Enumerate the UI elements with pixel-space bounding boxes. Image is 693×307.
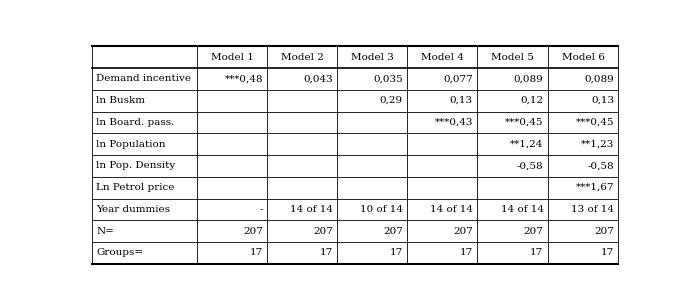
Text: Model 3: Model 3	[351, 53, 394, 62]
Text: 207: 207	[594, 227, 614, 236]
Text: ***0,43: ***0,43	[435, 118, 473, 127]
Text: 0,089: 0,089	[514, 74, 543, 84]
Text: 17: 17	[459, 248, 473, 257]
Text: 14 of 14: 14 of 14	[430, 205, 473, 214]
Text: Model 4: Model 4	[421, 53, 464, 62]
Text: -0,58: -0,58	[517, 161, 543, 170]
Text: 207: 207	[524, 227, 543, 236]
Text: Ln Petrol price: Ln Petrol price	[96, 183, 175, 192]
Text: Model 6: Model 6	[561, 53, 604, 62]
Text: ln Pop. Density: ln Pop. Density	[96, 161, 175, 170]
Text: ln Board. pass.: ln Board. pass.	[96, 118, 175, 127]
Text: 14 of 14: 14 of 14	[500, 205, 543, 214]
Text: **1,23: **1,23	[581, 140, 614, 149]
Text: **1,24: **1,24	[510, 140, 543, 149]
Text: Model 5: Model 5	[491, 53, 534, 62]
Text: Groups=: Groups=	[96, 248, 143, 257]
Text: Demand incentive: Demand incentive	[96, 74, 191, 84]
Text: 0,089: 0,089	[584, 74, 614, 84]
Text: 207: 207	[383, 227, 403, 236]
Text: 10 of 14: 10 of 14	[360, 205, 403, 214]
Text: 17: 17	[530, 248, 543, 257]
Text: -: -	[259, 205, 263, 214]
Text: ln Population: ln Population	[96, 140, 166, 149]
Text: 0,12: 0,12	[520, 96, 543, 105]
Text: 207: 207	[313, 227, 333, 236]
Text: ***1,67: ***1,67	[575, 183, 614, 192]
Text: ***0,48: ***0,48	[225, 74, 263, 84]
Text: 0,13: 0,13	[591, 96, 614, 105]
Text: 17: 17	[389, 248, 403, 257]
Text: 13 of 14: 13 of 14	[571, 205, 614, 214]
Text: 17: 17	[319, 248, 333, 257]
Text: 0,043: 0,043	[304, 74, 333, 84]
Text: 207: 207	[243, 227, 263, 236]
Text: 14 of 14: 14 of 14	[290, 205, 333, 214]
Text: ***0,45: ***0,45	[575, 118, 614, 127]
Text: 0,035: 0,035	[374, 74, 403, 84]
Text: Model 1: Model 1	[211, 53, 254, 62]
Text: ln Buskm: ln Buskm	[96, 96, 146, 105]
Text: 0,077: 0,077	[444, 74, 473, 84]
Text: 17: 17	[601, 248, 614, 257]
Text: Year dummies: Year dummies	[96, 205, 170, 214]
Text: -0,58: -0,58	[588, 161, 614, 170]
Text: 17: 17	[249, 248, 263, 257]
Text: N=: N=	[96, 227, 114, 236]
Text: 207: 207	[453, 227, 473, 236]
Text: ***0,45: ***0,45	[505, 118, 543, 127]
Text: 0,13: 0,13	[450, 96, 473, 105]
Text: 0,29: 0,29	[380, 96, 403, 105]
Text: Model 2: Model 2	[281, 53, 324, 62]
